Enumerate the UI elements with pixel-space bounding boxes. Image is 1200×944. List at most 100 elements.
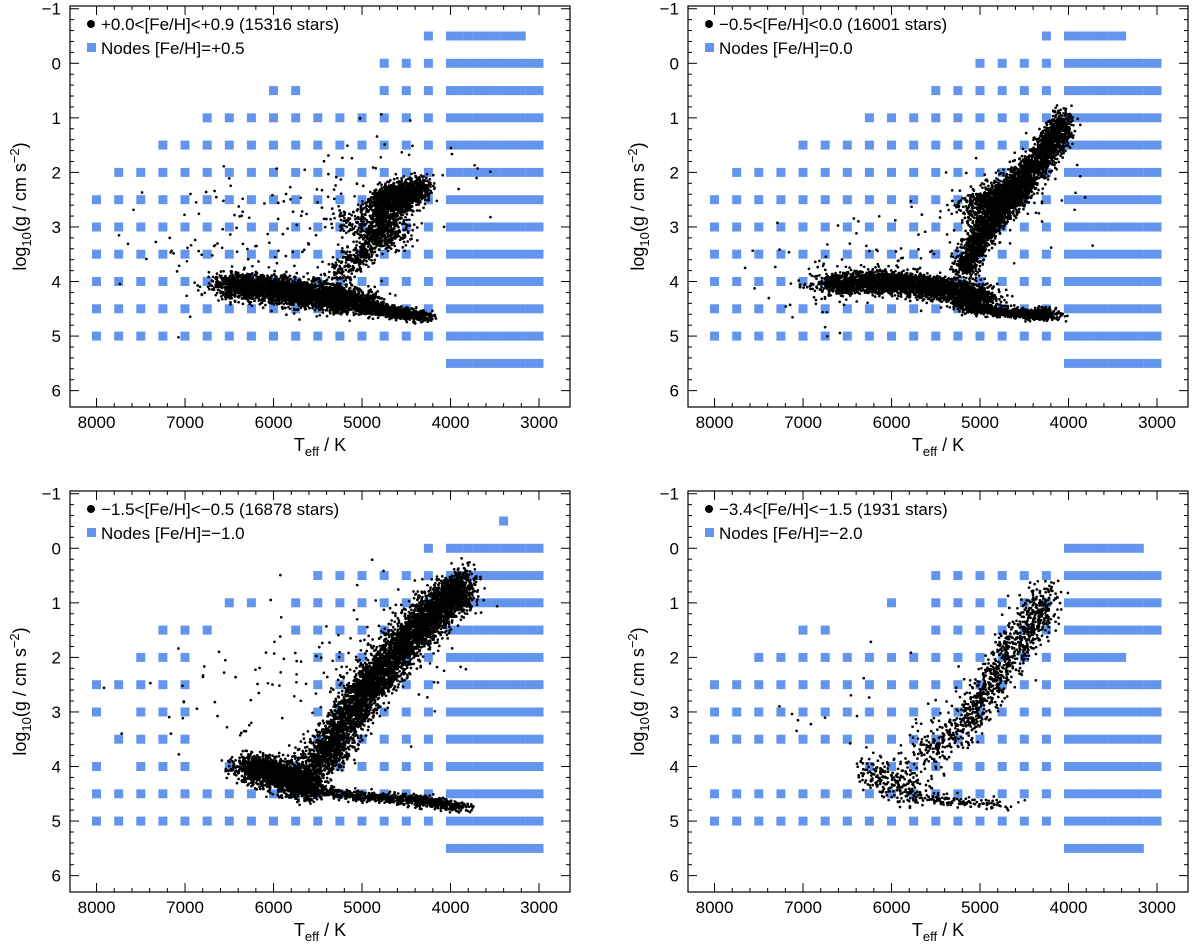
star-point <box>325 288 329 292</box>
star-point <box>270 309 273 313</box>
star-point <box>220 290 223 294</box>
node-marker <box>525 249 535 259</box>
node-marker <box>401 140 411 150</box>
star-point <box>248 273 252 276</box>
star-point <box>196 284 199 287</box>
node-marker <box>313 167 323 177</box>
node-marker <box>481 222 491 232</box>
star-point <box>347 289 350 292</box>
star-point <box>396 306 400 310</box>
star-point <box>411 311 415 315</box>
star-point <box>330 283 334 287</box>
star-point <box>357 292 361 295</box>
star-point <box>251 275 255 278</box>
star-point <box>244 282 248 286</box>
node-marker <box>525 167 535 177</box>
star-point <box>336 299 339 303</box>
node-marker <box>313 331 323 341</box>
node-marker <box>490 195 500 205</box>
star-point <box>325 293 329 297</box>
star-point <box>237 278 241 282</box>
star-point <box>292 312 296 315</box>
star-point <box>260 286 264 290</box>
node-marker <box>313 222 323 232</box>
star-point <box>280 305 284 309</box>
node-marker <box>481 167 491 177</box>
node-marker <box>481 249 491 259</box>
star-point <box>399 305 403 308</box>
node-marker <box>423 222 433 232</box>
node-marker <box>463 249 473 259</box>
node-marker <box>525 358 535 368</box>
star-point <box>353 301 357 304</box>
node-marker <box>224 331 234 341</box>
star-point <box>330 277 334 281</box>
node-marker <box>490 31 500 41</box>
node-marker <box>335 195 345 205</box>
node-marker <box>357 167 367 177</box>
node-marker <box>534 222 544 232</box>
star-point <box>321 292 324 296</box>
star-point <box>355 240 359 243</box>
star-point <box>212 288 216 292</box>
node-marker <box>180 195 190 205</box>
node-marker <box>291 167 301 177</box>
node-marker <box>481 195 491 205</box>
node-marker <box>463 304 473 314</box>
star-point <box>244 274 247 277</box>
star-point <box>342 256 345 259</box>
node-marker <box>136 331 146 341</box>
star-point <box>293 280 297 284</box>
star-point <box>257 297 261 300</box>
star-point <box>313 283 316 287</box>
star-point <box>332 290 335 294</box>
star-point <box>228 283 232 287</box>
node-marker <box>490 113 500 123</box>
star-point <box>263 285 267 288</box>
star-point <box>341 304 344 307</box>
node-marker <box>335 113 345 123</box>
node-marker <box>313 140 323 150</box>
star-point <box>341 276 345 280</box>
node-marker <box>313 249 323 259</box>
star-point <box>370 259 373 262</box>
star-point <box>226 295 229 299</box>
star-point <box>285 313 288 317</box>
star-point <box>258 289 261 293</box>
star-point <box>311 302 315 306</box>
node-marker <box>472 31 482 41</box>
node-marker <box>454 222 464 232</box>
node-marker <box>269 304 278 314</box>
node-marker <box>508 277 517 286</box>
star-point <box>210 288 214 291</box>
star-point <box>348 281 352 284</box>
node-marker <box>499 277 509 286</box>
star-point <box>299 284 303 288</box>
node-marker <box>463 31 473 41</box>
star-point <box>247 281 251 284</box>
node-marker <box>246 304 256 314</box>
node-marker <box>224 167 234 177</box>
node-marker <box>454 277 464 286</box>
star-point <box>257 299 261 302</box>
node-marker <box>446 249 455 259</box>
star-point <box>348 286 352 290</box>
star-point <box>356 295 360 298</box>
star-point <box>398 316 402 320</box>
star-point <box>362 301 366 305</box>
star-point <box>215 276 219 280</box>
star-point <box>331 308 335 311</box>
node-marker <box>357 140 367 150</box>
node-marker <box>269 222 278 232</box>
star-point <box>260 282 263 285</box>
star-point <box>308 306 311 310</box>
node-marker <box>158 167 168 177</box>
star-point <box>240 297 244 300</box>
star-point <box>418 313 421 317</box>
node-marker <box>508 195 517 205</box>
node-marker <box>490 58 500 68</box>
star-point <box>327 262 331 266</box>
star-point <box>314 295 318 299</box>
star-point <box>396 316 399 319</box>
node-marker <box>446 277 455 286</box>
